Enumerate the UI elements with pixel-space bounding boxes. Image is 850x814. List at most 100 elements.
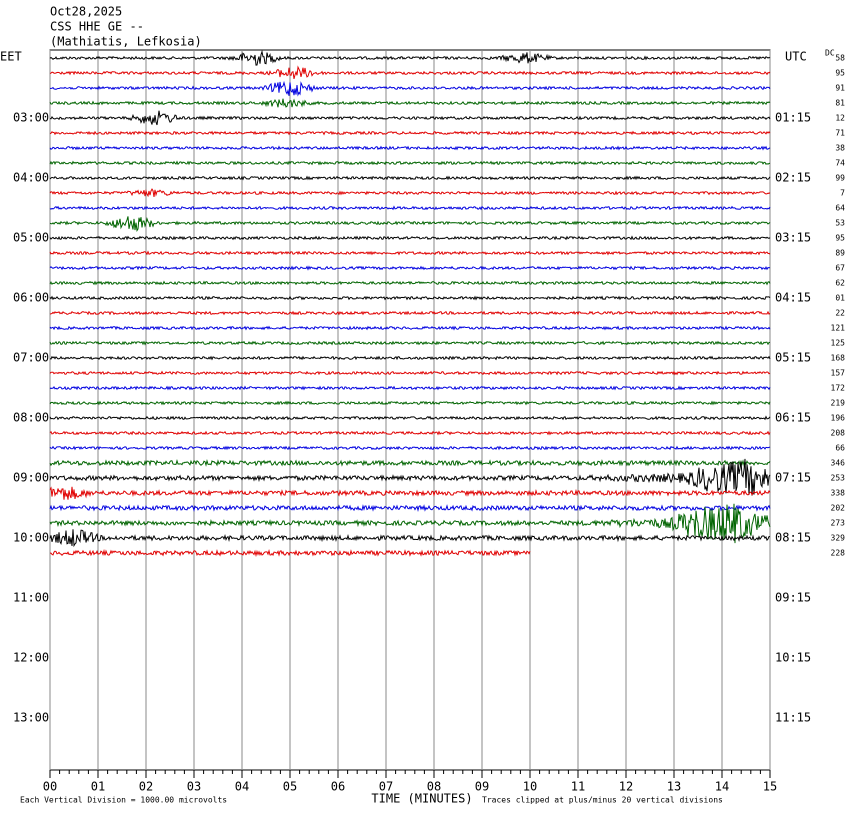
x-tick-label: 10: [523, 780, 537, 794]
right-time: 03:15: [775, 231, 811, 245]
dc-value: 12: [835, 114, 845, 123]
dc-value: 329: [831, 534, 846, 543]
right-time: 05:15: [775, 351, 811, 365]
dc-label: DC: [825, 49, 835, 58]
header-station: CSS HHE GE --: [50, 20, 144, 34]
trace: [49, 130, 771, 136]
dc-value: 7: [840, 189, 845, 198]
trace: [49, 325, 771, 331]
x-tick-label: 12: [619, 780, 633, 794]
right-time: 06:15: [775, 411, 811, 425]
trace: [49, 280, 771, 286]
trace: [49, 65, 771, 80]
trace: [49, 458, 771, 496]
trace: [49, 415, 771, 421]
dc-value: 01: [835, 294, 845, 303]
dc-value: 219: [831, 399, 846, 408]
dc-value: 71: [835, 129, 845, 138]
trace: [49, 529, 770, 548]
dc-value: 22: [835, 309, 845, 318]
left-time: 06:00: [13, 291, 49, 305]
trace: [49, 504, 771, 512]
right-time: 10:15: [775, 651, 811, 665]
dc-value: 346: [831, 459, 846, 468]
right-time: 07:15: [775, 471, 811, 485]
trace: [49, 160, 771, 166]
dc-value: 121: [831, 324, 846, 333]
x-tick-label: 00: [43, 780, 57, 794]
trace: [49, 265, 771, 271]
trace: [49, 486, 771, 500]
trace: [49, 235, 771, 241]
dc-value: 89: [835, 249, 845, 258]
trace: [49, 340, 771, 346]
left-time: 13:00: [13, 711, 49, 725]
right-time: 02:15: [775, 171, 811, 185]
trace: [49, 205, 771, 211]
dc-value: 99: [835, 174, 845, 183]
left-zone: EET: [0, 50, 22, 64]
dc-value: 58: [835, 54, 845, 63]
dc-value: 208: [831, 429, 846, 438]
trace: [49, 385, 771, 391]
right-time: 08:15: [775, 531, 811, 545]
left-time: 03:00: [13, 111, 49, 125]
dc-value: 338: [831, 489, 846, 498]
x-tick-label: 01: [91, 780, 105, 794]
trace: [49, 503, 771, 544]
x-tick-label: 09: [475, 780, 489, 794]
dc-value: 125: [831, 339, 846, 348]
right-time: 11:15: [775, 711, 811, 725]
trace: [49, 445, 771, 451]
trace: [49, 355, 771, 361]
dc-value: 74: [835, 159, 845, 168]
x-tick-label: 15: [763, 780, 777, 794]
right-zone: UTC: [785, 50, 807, 64]
header-location: (Mathiatis, Lefkosia): [50, 35, 202, 49]
left-time: 12:00: [13, 651, 49, 665]
left-time: 11:00: [13, 591, 49, 605]
trace: [50, 548, 531, 558]
x-label: TIME (MINUTES): [371, 792, 472, 806]
trace: [49, 188, 771, 198]
trace: [49, 49, 771, 66]
plot-frame: [49, 49, 771, 771]
footer-left: Each Vertical Division = 1000.00 microvo…: [20, 796, 227, 805]
x-tick-label: 05: [283, 780, 297, 794]
footer-right: Traces clipped at plus/minus 20 vertical…: [482, 796, 723, 805]
x-tick-label: 02: [139, 780, 153, 794]
dc-value: 64: [835, 204, 845, 213]
trace: [49, 110, 771, 126]
dc-value: 66: [835, 444, 845, 453]
left-time: 07:00: [13, 351, 49, 365]
dc-value: 196: [831, 414, 846, 423]
left-time: 10:00: [13, 531, 49, 545]
dc-value: 172: [831, 384, 846, 393]
dc-value: 273: [831, 519, 846, 528]
x-tick-label: 06: [331, 780, 345, 794]
dc-value: 157: [831, 369, 846, 378]
trace: [49, 370, 771, 376]
dc-value: 253: [831, 474, 846, 483]
trace: [49, 459, 771, 467]
trace: [49, 430, 771, 436]
dc-value: 228: [831, 549, 846, 558]
trace: [49, 295, 771, 301]
left-time: 05:00: [13, 231, 49, 245]
trace: [49, 310, 771, 316]
dc-value: 81: [835, 99, 845, 108]
right-time: 04:15: [775, 291, 811, 305]
trace: [49, 98, 771, 108]
x-tick-label: 08: [427, 780, 441, 794]
dc-value: 202: [831, 504, 846, 513]
header-date: Oct28,2025: [50, 5, 122, 19]
dc-value: 95: [835, 234, 845, 243]
x-tick-label: 11: [571, 780, 585, 794]
trace: [49, 400, 771, 406]
x-tick-label: 03: [187, 780, 201, 794]
trace: [49, 145, 771, 151]
right-time: 01:15: [775, 111, 811, 125]
x-tick-label: 04: [235, 780, 249, 794]
trace: [49, 175, 771, 181]
